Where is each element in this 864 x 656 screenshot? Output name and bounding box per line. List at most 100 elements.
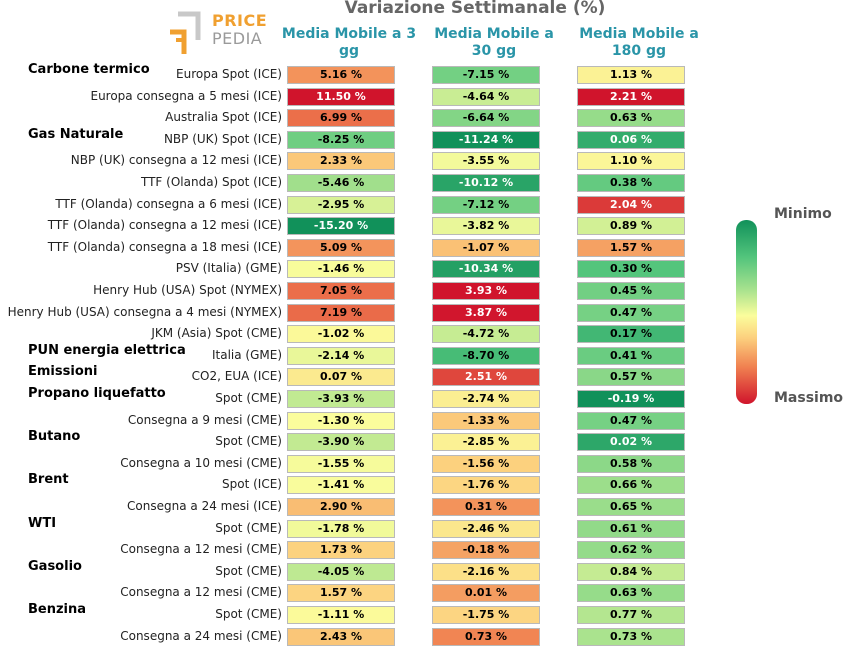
heatmap-cell: -6.64 % xyxy=(432,109,540,128)
row-label: NBP (UK) consegna a 12 mesi (ICE) xyxy=(70,153,282,168)
row-label: Italia (GME) xyxy=(211,347,282,362)
heatmap-cell: 0.66 % xyxy=(577,476,685,495)
heatmap-cell: -1.33 % xyxy=(432,411,540,430)
heatmap-cell: -1.41 % xyxy=(287,476,395,495)
heatmap-cell: 0.63 % xyxy=(577,109,685,128)
heatmap-cell: -3.93 % xyxy=(287,390,395,408)
heatmap-cell: -0.18 % xyxy=(432,541,540,560)
row-label: Consegna a 9 mesi (CME) xyxy=(127,412,282,427)
heatmap-cell: 1.57 % xyxy=(577,238,685,257)
row-label: Spot (CME) xyxy=(215,391,282,405)
heatmap-cell: 0.47 % xyxy=(577,303,685,322)
heatmap-cell: -4.05 % xyxy=(287,562,395,581)
heatmap-cell: -8.25 % xyxy=(287,130,395,149)
group-label: Propano liquefatto xyxy=(28,386,166,401)
heatmap-cell: -1.76 % xyxy=(432,476,540,495)
row-label: TTF (Olanda) consegna a 18 mesi (ICE) xyxy=(47,239,282,254)
group-label: Gasolio xyxy=(28,558,82,574)
heatmap-cell: -1.78 % xyxy=(287,519,395,538)
heatmap-cell: 2.90 % xyxy=(287,498,395,516)
column-header-30gg: Media Mobile a 30 gg xyxy=(434,26,554,59)
heatmap-cell: 0.61 % xyxy=(577,519,685,538)
heatmap-cell: 0.65 % xyxy=(577,498,685,516)
heatmap-cell: 1.10 % xyxy=(577,152,685,171)
heatmap-cell: 0.63 % xyxy=(577,584,685,603)
row-label: Australia Spot (ICE) xyxy=(165,110,282,125)
column-header-180gg: Media Mobile a 180 gg xyxy=(579,26,699,59)
heatmap-cell: -0.19 % xyxy=(577,390,685,408)
heatmap-cell: 0.73 % xyxy=(432,627,540,646)
heatmap-cell: 0.77 % xyxy=(577,606,685,624)
heatmap-cell: 2.33 % xyxy=(287,152,395,171)
group-label: Benzina xyxy=(28,602,87,617)
heatmap-cell: -2.14 % xyxy=(287,346,395,365)
row-label: Spot (CME) xyxy=(215,434,282,449)
heatmap-cell: -1.75 % xyxy=(432,606,540,624)
heatmap-cell: -4.72 % xyxy=(432,325,540,344)
group-label: Carbone termico xyxy=(28,62,150,77)
heatmap-cell: -2.95 % xyxy=(287,195,395,214)
row-label: Spot (CME) xyxy=(215,520,282,535)
heatmap-cell: 2.43 % xyxy=(287,627,395,646)
row-label: Spot (CME) xyxy=(215,563,282,578)
heatmap-cell: 2.51 % xyxy=(432,368,540,387)
heatmap-cell: 0.17 % xyxy=(577,325,685,344)
row-label: PSV (Italia) (GME) xyxy=(175,261,282,276)
heatmap-cell: -5.46 % xyxy=(287,174,395,192)
heatmap-cell: 1.73 % xyxy=(287,541,395,560)
row-label: Consegna a 12 mesi (CME) xyxy=(120,585,282,600)
logo-brand-pedia: PEDIA xyxy=(212,29,263,48)
column-header-3gg: Media Mobile a 3 gg xyxy=(281,26,417,59)
color-scale-legend xyxy=(736,220,757,404)
heatmap-cell: -1.02 % xyxy=(287,325,395,344)
heatmap-cell: -2.46 % xyxy=(432,519,540,538)
heatmap-cell: -3.90 % xyxy=(287,433,395,452)
heatmap-cell: 7.05 % xyxy=(287,282,395,300)
row-label: NBP (UK) Spot (ICE) xyxy=(163,131,282,146)
heatmap-cell: 0.58 % xyxy=(577,454,685,473)
heatmap-cell: -1.56 % xyxy=(432,454,540,473)
heatmap-cell: -15.20 % xyxy=(287,217,395,236)
heatmap-cell: -2.16 % xyxy=(432,562,540,581)
heatmap-cell: 3.93 % xyxy=(432,282,540,300)
heatmap-cell: -7.15 % xyxy=(432,66,540,84)
heatmap-cell: 6.99 % xyxy=(287,109,395,128)
heatmap-cell: 0.01 % xyxy=(432,584,540,603)
heatmap-cell: 0.30 % xyxy=(577,260,685,279)
row-label: TTF (Olanda) consegna a 12 mesi (ICE) xyxy=(47,218,282,233)
heatmap-cell: 11.50 % xyxy=(287,87,395,106)
group-label: Brent xyxy=(28,472,69,488)
logo-brand-price: PRICE xyxy=(212,11,268,30)
heatmap-cell: 0.57 % xyxy=(577,368,685,387)
heatmap-cell: -1.30 % xyxy=(287,411,395,430)
row-label: Henry Hub (USA) Spot (NYMEX) xyxy=(93,283,282,297)
group-label: WTI xyxy=(28,515,57,531)
heatmap-cell: 0.02 % xyxy=(577,433,685,452)
row-label: TTF (Olanda) consegna a 6 mesi (ICE) xyxy=(55,196,282,211)
heatmap-cell: 0.41 % xyxy=(577,346,685,365)
heatmap-cell: -1.55 % xyxy=(287,454,395,473)
row-label: Consegna a 24 mesi (ICE) xyxy=(127,499,282,513)
heatmap-cell: 0.45 % xyxy=(577,282,685,300)
heatmap-cell: -10.12 % xyxy=(432,174,540,192)
group-label: Butano xyxy=(28,429,81,445)
heatmap-cell: 0.07 % xyxy=(287,368,395,387)
heatmap-cell: -1.07 % xyxy=(432,238,540,257)
heatmap-cell: -2.74 % xyxy=(432,390,540,408)
heatmap-cell: 1.13 % xyxy=(577,66,685,84)
pricepedia-logo: PRICE PEDIA xyxy=(166,10,276,56)
row-label: CO2, EUA (ICE) xyxy=(191,369,282,384)
heatmap-cell: 0.06 % xyxy=(577,130,685,149)
heatmap-cell: -4.64 % xyxy=(432,87,540,106)
heatmap-cell: 2.04 % xyxy=(577,195,685,214)
row-label: Consegna a 12 mesi (CME) xyxy=(120,542,282,557)
heatmap-cell: 0.38 % xyxy=(577,174,685,192)
heatmap-cell: -11.24 % xyxy=(432,130,540,149)
heatmap-cell: 5.16 % xyxy=(287,66,395,84)
heatmap-cell: -2.85 % xyxy=(432,433,540,452)
row-label: Consegna a 24 mesi (CME) xyxy=(120,628,282,643)
heatmap-cell: 3.87 % xyxy=(432,303,540,322)
heatmap-cell: 0.84 % xyxy=(577,562,685,581)
heatmap-cell: 0.47 % xyxy=(577,411,685,430)
